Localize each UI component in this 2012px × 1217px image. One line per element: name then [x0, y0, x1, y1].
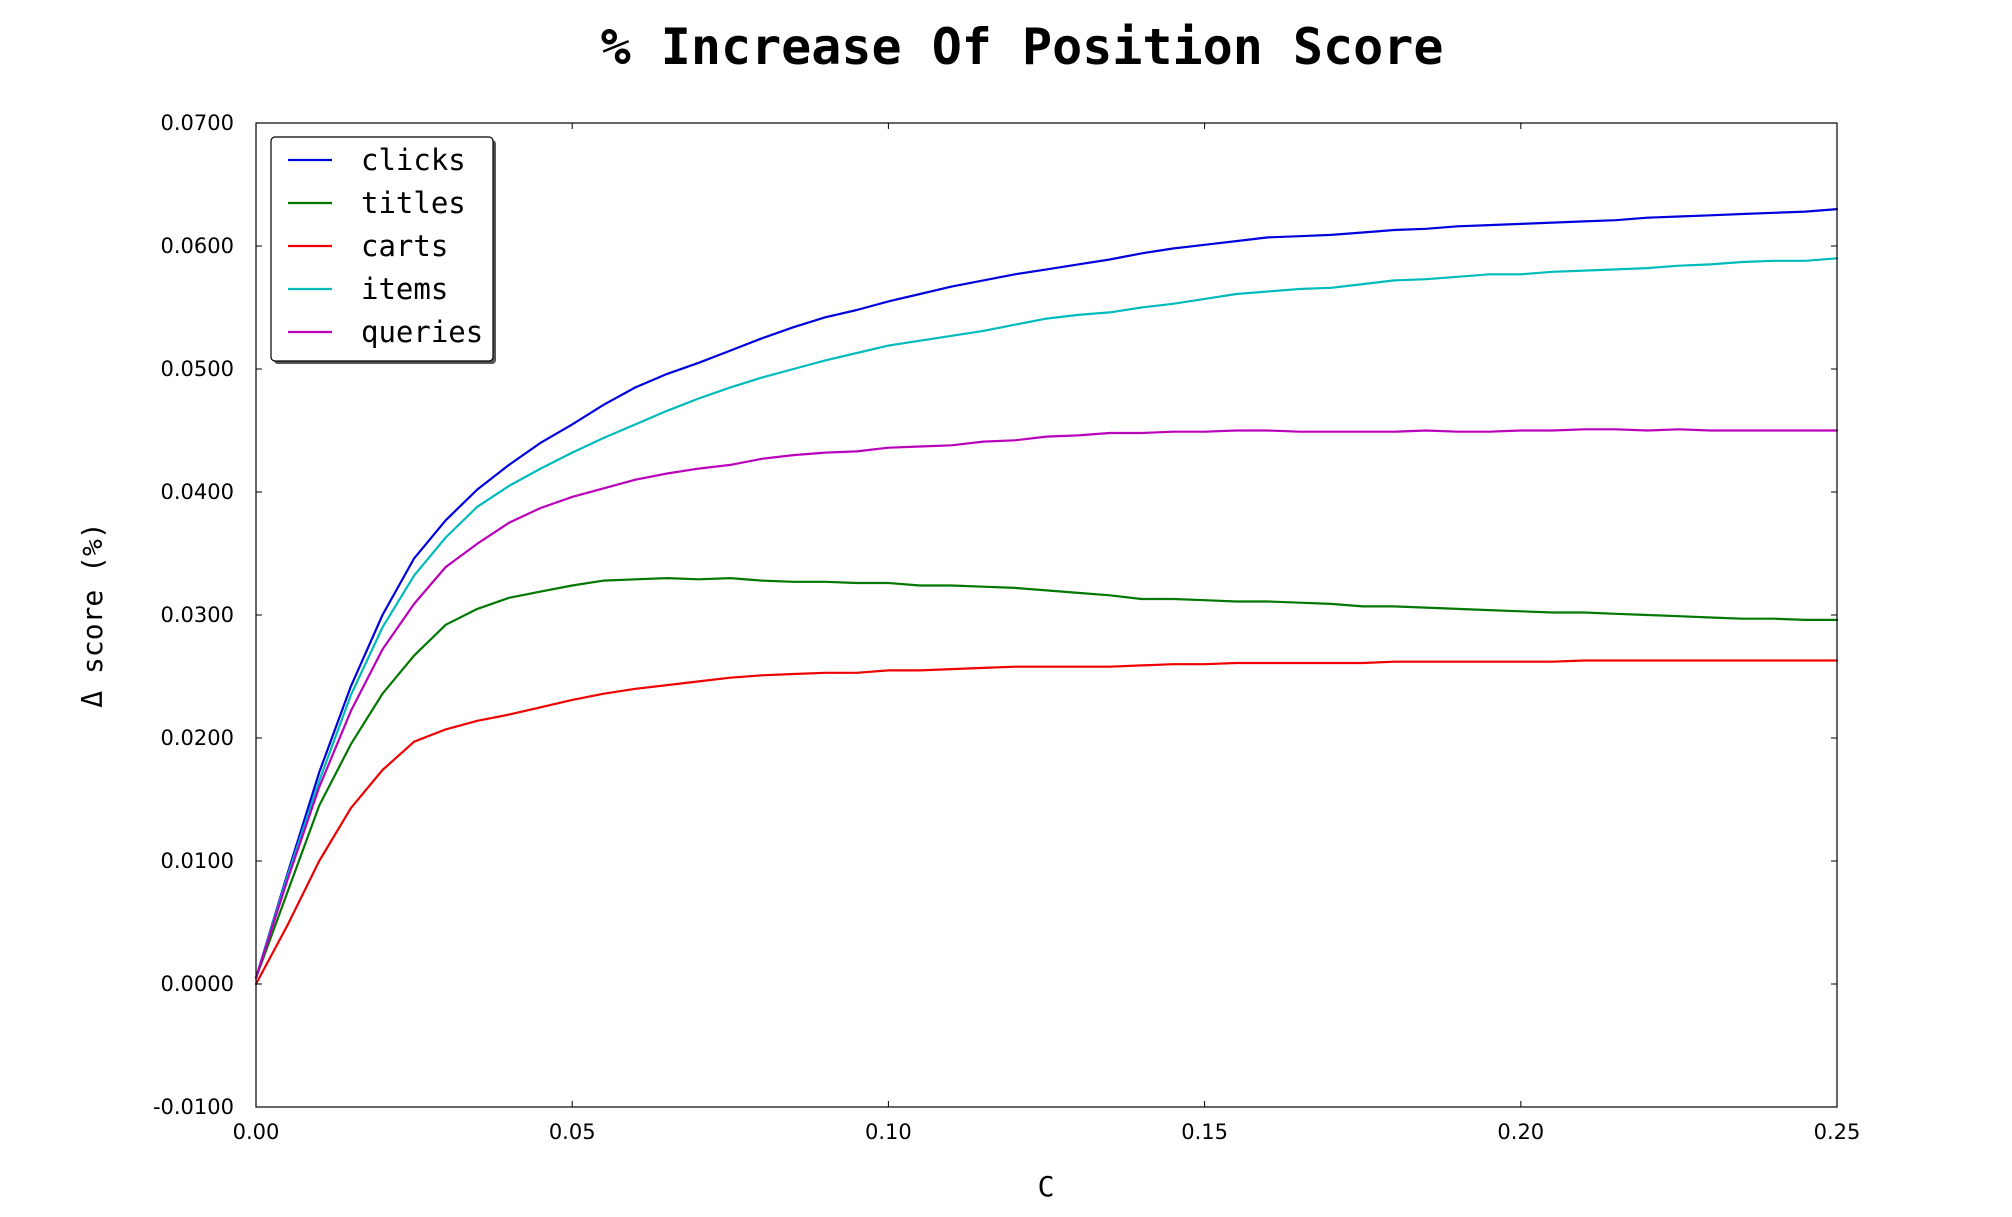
y-tick-label: 0.0700: [161, 111, 234, 135]
legend-label-titles: titles: [361, 186, 466, 220]
plot-background: [256, 123, 1837, 1107]
y-axis: -0.0100 0.0000 0.0100 0.0200 0.0300 0.0400 0.0…: [153, 111, 1837, 1119]
y-tick-label: -0.0100: [153, 1095, 234, 1119]
plot-area: [254, 122, 1839, 1108]
x-axis-label: C: [1038, 1170, 1055, 1203]
legend-label-items: items: [361, 272, 448, 306]
y-tick-label: 0.0500: [161, 357, 234, 381]
series-line-queries: [254, 428, 1839, 980]
legend: clicks titles carts items queries: [270, 136, 496, 364]
series-line-items: [254, 257, 1839, 980]
y-tick-label: 0.0400: [161, 480, 234, 504]
x-tick-label: 0.05: [549, 1120, 596, 1144]
x-axis: 0.00 0.05 0.10 0.15 0.20 0.25: [233, 123, 1861, 1144]
legend-label-clicks: clicks: [361, 143, 466, 177]
x-tick-label: 0.15: [1181, 1120, 1228, 1144]
x-tick-label: 0.10: [865, 1120, 912, 1144]
y-tick-label: 0.0000: [161, 972, 234, 996]
series-line-titles: [254, 576, 1839, 980]
y-tick-label: 0.0300: [161, 603, 234, 627]
legend-label-queries: queries: [361, 315, 483, 349]
y-axis-label: Δ score (%): [76, 522, 109, 707]
x-tick-label: 0.00: [233, 1120, 280, 1144]
x-tick-label: 0.25: [1814, 1120, 1861, 1144]
series-line-carts: [254, 659, 1839, 986]
y-tick-label: 0.0600: [161, 234, 234, 258]
series-line-clicks: [254, 208, 1839, 980]
chart-title: % Increase Of Position Score: [601, 18, 1444, 76]
legend-label-carts: carts: [361, 229, 448, 263]
legend-frame: [270, 136, 494, 362]
y-tick-label: 0.0200: [161, 726, 234, 750]
y-tick-label: 0.0100: [161, 849, 234, 873]
x-tick-label: 0.20: [1497, 1120, 1544, 1144]
